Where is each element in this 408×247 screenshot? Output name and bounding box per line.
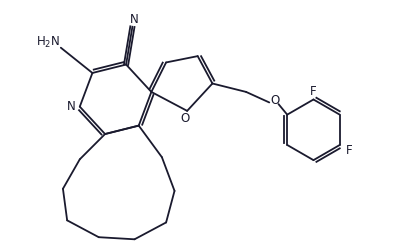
Text: N: N: [67, 100, 76, 113]
Text: N: N: [130, 13, 138, 26]
Text: O: O: [180, 112, 190, 125]
Text: F: F: [310, 84, 317, 98]
Text: F: F: [346, 144, 353, 157]
Text: O: O: [270, 94, 279, 107]
Text: H$_2$N: H$_2$N: [36, 35, 60, 50]
